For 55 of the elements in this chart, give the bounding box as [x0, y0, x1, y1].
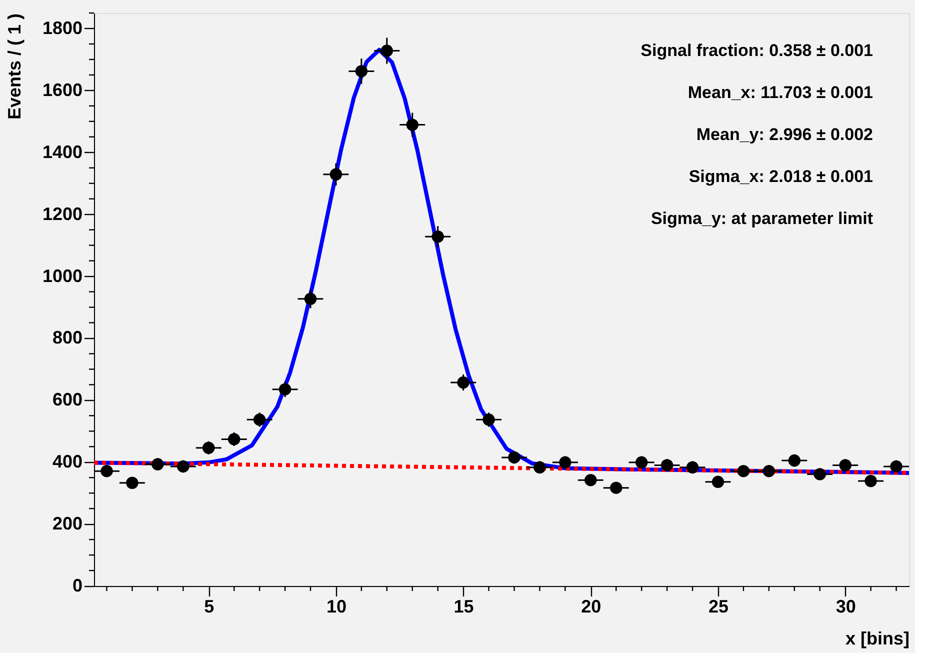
point — [788, 454, 801, 467]
y-axis-title: Events / ( 1 ) — [4, 13, 24, 120]
x-tick-label: 20 — [581, 596, 602, 616]
x-tick-label: 5 — [204, 596, 214, 616]
point — [762, 464, 776, 478]
point — [380, 44, 394, 57]
annotation: Mean_y: 2.996 ± 0.002 — [696, 125, 873, 144]
point — [330, 168, 342, 180]
point — [228, 433, 240, 446]
x-tick-label: 30 — [836, 596, 856, 616]
point — [890, 460, 902, 473]
y-tick-label: 1400 — [42, 142, 82, 162]
y-tick-label: 800 — [52, 328, 82, 348]
point — [584, 474, 597, 486]
y-tick-label: 0 — [72, 576, 82, 596]
point — [202, 442, 215, 454]
point — [660, 459, 674, 472]
point — [278, 383, 292, 396]
point — [686, 461, 699, 474]
annotation: Sigma_y: at parameter limit — [650, 209, 874, 228]
point — [864, 474, 877, 488]
point — [406, 118, 418, 131]
annotation: Signal fraction: 0.358 ± 0.001 — [640, 41, 873, 60]
annotation: Mean_x: 11.703 ± 0.001 — [688, 83, 873, 102]
point — [304, 292, 317, 305]
y-tick-label: 1800 — [42, 18, 82, 38]
y-tick-label: 600 — [52, 390, 82, 410]
x-tick-label: 15 — [454, 596, 474, 616]
point — [152, 458, 164, 470]
y-tick-label: 400 — [52, 452, 82, 472]
point — [534, 461, 546, 474]
point — [126, 476, 138, 489]
y-tick-label: 1600 — [42, 80, 82, 100]
annotation: Sigma_x: 2.018 ± 0.001 — [688, 167, 873, 186]
point — [100, 464, 113, 478]
point — [839, 459, 852, 472]
y-tick-label: 200 — [52, 514, 82, 534]
point — [253, 414, 266, 426]
x-tick-label: 10 — [326, 596, 346, 616]
x-axis-title: x [bins] — [845, 628, 910, 648]
point — [559, 456, 572, 469]
point — [737, 464, 750, 478]
point — [177, 460, 190, 473]
y-tick-label: 1000 — [42, 266, 82, 286]
point — [610, 482, 622, 494]
point — [712, 476, 724, 488]
point — [635, 456, 648, 469]
point — [814, 468, 826, 480]
point — [355, 65, 368, 78]
point — [457, 376, 470, 389]
point — [432, 230, 444, 243]
point — [508, 451, 520, 464]
y-tick-label: 1200 — [42, 204, 82, 224]
x-tick-label: 25 — [708, 596, 728, 616]
point — [482, 414, 495, 426]
